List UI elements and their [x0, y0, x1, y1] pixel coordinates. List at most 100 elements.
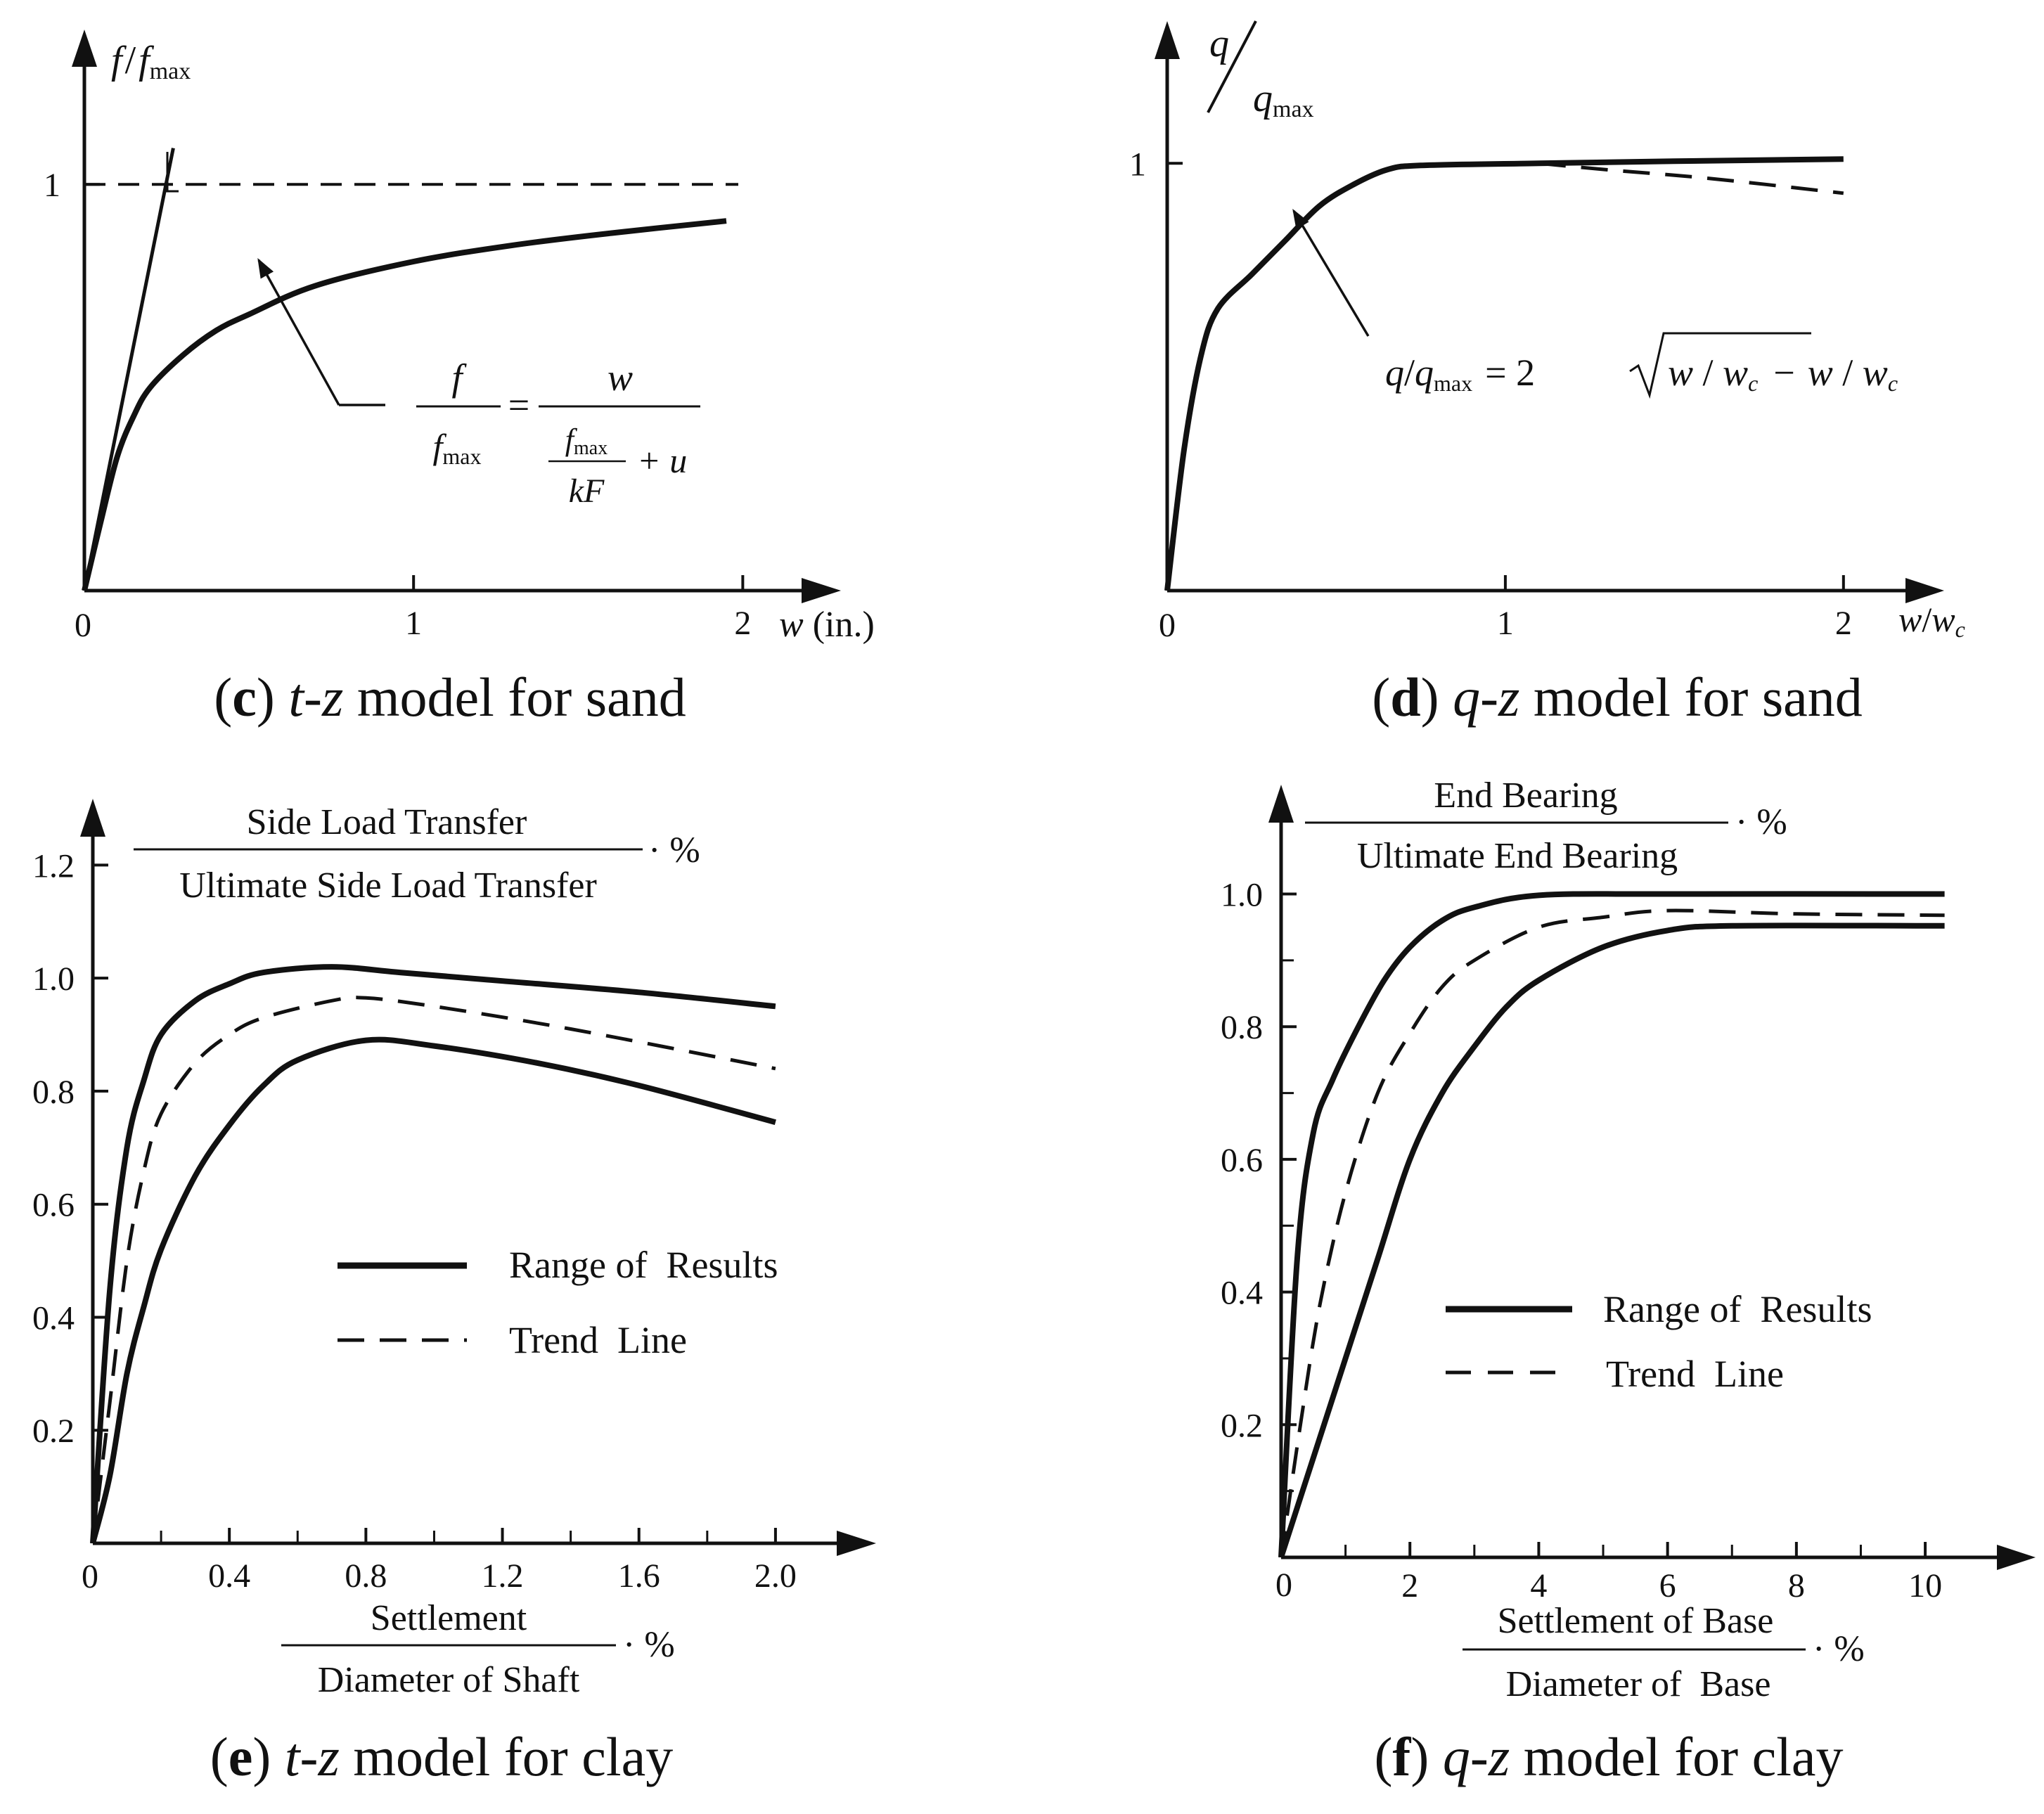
series-line-solid-0 — [82, 218, 727, 591]
panel-f-x-title: Settlement of Base Diameter of Base · % — [1463, 1601, 1865, 1704]
panel-d-origin: 0 — [1159, 607, 1176, 644]
panel-f-axes — [1268, 785, 2036, 1570]
e-y-title-suffix: · % — [648, 830, 700, 870]
eq-c-equals: = — [508, 384, 529, 426]
x-tick-label: 10 — [1908, 1567, 1942, 1604]
series-line-solid-0 — [1278, 891, 1945, 1558]
x-label-w: w — [779, 605, 804, 645]
x-label-sub: c — [1955, 617, 1965, 642]
caption-c-rest: model for sand — [343, 667, 686, 728]
y-tick-label: 1.0 — [1221, 877, 1263, 914]
svg-text:f/fmax: f/fmax — [111, 39, 191, 84]
y-tick-label: 0.4 — [32, 1299, 75, 1337]
panel-e: 0.4 0.8 1.2 1.6 2.0 0.2 0.4 0.6 0.8 1.0 1.2 0 Side… — [32, 799, 876, 1787]
f-legend-solid-label: Range of Results — [1603, 1288, 1872, 1330]
svg-text:w / wc−w / wc: w / wc − w / wc — [1668, 352, 1898, 396]
eq-d-w1: w — [1668, 352, 1693, 394]
y-tick-label: 0.4 — [1221, 1275, 1263, 1312]
eq-d-c1: c — [1748, 371, 1758, 396]
panel-d: 1 21 0 q qmax w/wc q/qmax = 2 w / wc − w / w… — [1129, 20, 1965, 728]
eq-d-qm: q — [1415, 352, 1434, 394]
caption-d-model: q-z — [1453, 667, 1519, 728]
panel-d-series — [1164, 156, 1844, 591]
y-tick-label: 0.6 — [32, 1187, 75, 1224]
y-tick-label: 0.2 — [1221, 1407, 1263, 1444]
panel-c-y-axis-label: f/fmax — [111, 39, 191, 84]
y-tick-label: 0.8 — [32, 1074, 75, 1111]
panel-d-axes — [1155, 21, 1944, 603]
eq-d-s2: / — [1833, 352, 1863, 394]
y-tick-label: 1 — [44, 167, 60, 204]
y-label-qmax-sub: max — [1273, 96, 1314, 122]
f-x-title-num: Settlement of Base — [1498, 1601, 1774, 1641]
panel-f-series — [1278, 891, 1945, 1559]
caption-d-letter: d — [1390, 667, 1420, 728]
x-label-slash: / — [1922, 600, 1931, 639]
x-tick-label: 4 — [1530, 1567, 1547, 1604]
svg-text:w (in.): w (in.) — [779, 605, 875, 645]
panel-f: 2 4 6 8 10 0.2 0.4 0.6 0.8 1.0 0 End Bearing Ulti… — [1221, 776, 2036, 1787]
caption-d-rest: model for sand — [1519, 667, 1862, 728]
panel-f-y-title: End Bearing Ultimate End Bearing · % — [1305, 776, 1787, 876]
panel-d-equation: q/qmax = 2 w / wc − w / wc — [1385, 332, 1898, 399]
eq-c-lhs-num: f — [451, 356, 467, 399]
svg-text:q/qmax= 2: q/qmax = 2 — [1385, 352, 1535, 396]
x-tick-label: 1 — [405, 605, 422, 642]
f-y-title-num: End Bearing — [1434, 776, 1617, 816]
eq-c-rhs-den-sub: max — [574, 437, 608, 459]
e-x-title-den: Diameter of Shaft — [318, 1660, 580, 1700]
panel-e-ticks: 0.4 0.8 1.2 1.6 2.0 0.2 0.4 0.6 0.8 1.0 1.2 — [32, 847, 797, 1595]
x-tick-label: 0.4 — [208, 1557, 250, 1595]
e-legend-dashed-label: Trend Line — [509, 1319, 687, 1361]
x-tick-label: 1.2 — [482, 1557, 524, 1595]
panel-f-legend: Range of Results Trend Line — [1446, 1288, 1872, 1395]
eq-d-wc2: w — [1863, 352, 1888, 394]
y-tick-label: 1 — [1129, 146, 1146, 183]
eq-d-c2: c — [1888, 371, 1898, 396]
svg-text:fmax: fmax — [565, 423, 608, 459]
x-tick-label: 2 — [1401, 1567, 1418, 1604]
y-label-sub: max — [150, 58, 191, 84]
y-label-q: q — [1209, 22, 1229, 65]
svg-text:qmax: qmax — [1253, 77, 1314, 122]
panel-e-caption: (e) t-z model for clay — [210, 1726, 673, 1787]
eq-d-minus: − — [1773, 352, 1794, 394]
caption-f-letter: f — [1392, 1726, 1411, 1787]
eq-d-eq: = 2 — [1485, 352, 1535, 394]
y-tick-label: 0.8 — [1221, 1009, 1263, 1046]
x-tick-label: 8 — [1788, 1567, 1805, 1604]
y-tick-label: 1.2 — [32, 847, 75, 885]
x-label-wc: w — [1931, 600, 1955, 639]
y-tick-label: 0.2 — [32, 1413, 75, 1450]
panel-d-annotation-arrow — [1292, 208, 1370, 337]
panel-d-caption: (d) q-z model for sand — [1372, 667, 1863, 728]
series-line-solid-0 — [1164, 156, 1844, 591]
series-line-dashed-1 — [91, 996, 776, 1544]
panel-f-ticks: 2 4 6 8 10 0.2 0.4 0.6 0.8 1.0 — [1221, 877, 1942, 1604]
series-line-solid-2 — [90, 1036, 776, 1544]
e-y-title-den: Ultimate Side Load Transfer — [179, 866, 597, 906]
f-legend-dashed-label: Trend Line — [1606, 1353, 1784, 1395]
x-tick-label: 1.6 — [618, 1557, 660, 1595]
caption-f-rest: model for clay — [1510, 1726, 1843, 1787]
series-line-dashed-1 — [1538, 161, 1844, 195]
caption-c-letter: c — [232, 667, 257, 728]
panel-c-x-axis-label: w (in.) — [779, 605, 875, 645]
e-x-title-num: Settlement — [371, 1598, 527, 1638]
y-tick-label: 1.0 — [32, 960, 75, 998]
eq-c-lhs-den-sub: max — [442, 444, 481, 469]
panel-c-tangent-marker — [166, 152, 179, 193]
eq-d-q: q — [1385, 352, 1404, 394]
svg-text:w/wc: w/wc — [1898, 600, 1965, 642]
eq-c-rhs-den-kf: kF — [569, 472, 605, 510]
x-tick-label: 0.8 — [345, 1557, 387, 1595]
eq-d-slash: / — [1404, 352, 1415, 394]
x-tick-label: 2 — [1835, 605, 1852, 642]
e-x-title-suffix: · % — [623, 1625, 675, 1665]
panel-d-ticks: 1 2 1 — [1129, 146, 1852, 642]
panel-f-caption: (f) q-z model for clay — [1374, 1726, 1843, 1787]
panel-e-legend: Range of Results Trend Line — [338, 1244, 778, 1361]
e-y-title-num: Side Load Transfer — [247, 802, 527, 842]
f-y-title-suffix: · % — [1735, 802, 1787, 842]
